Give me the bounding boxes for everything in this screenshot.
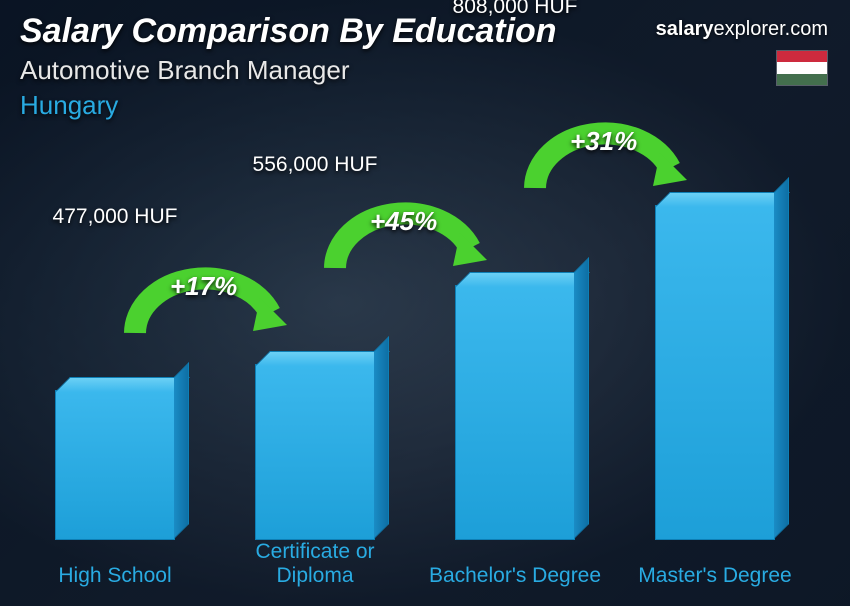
brand-rest: explorer.com: [714, 18, 829, 40]
increase-arrow: +45%: [315, 188, 475, 288]
value-label: 477,000 HUF: [15, 205, 215, 229]
bar: [455, 285, 575, 540]
arrow-icon: [115, 253, 295, 363]
category-label: Master's Degree: [620, 564, 810, 588]
flag-stripe-bot: [777, 74, 827, 85]
brand-bold: salary: [656, 18, 714, 40]
chart-country: Hungary: [20, 90, 830, 121]
value-label: 808,000 HUF: [415, 0, 615, 19]
category-label: High School: [20, 564, 210, 588]
pct-label: +31%: [570, 126, 637, 157]
flag-stripe-mid: [777, 62, 827, 73]
bar: [655, 205, 775, 540]
pct-label: +17%: [170, 271, 237, 302]
flag-stripe-top: [777, 51, 827, 62]
brand-logo: salaryexplorer.com: [656, 18, 828, 41]
bar: [55, 390, 175, 540]
category-label: Bachelor's Degree: [420, 564, 610, 588]
chart-area: 477,000 HUF High School 556,000 HUF Cert…: [30, 148, 800, 588]
arrow-icon: [515, 108, 695, 218]
category-label: Certificate or Diploma: [220, 540, 410, 588]
arrow-icon: [315, 188, 495, 298]
value-label: 556,000 HUF: [215, 153, 415, 177]
chart-subtitle: Automotive Branch Manager: [20, 55, 830, 86]
bar-group: 477,000 HUF: [40, 390, 190, 540]
hungary-flag-icon: [776, 50, 828, 86]
bar-group: 808,000 HUF: [440, 285, 590, 540]
pct-label: +45%: [370, 206, 437, 237]
bar-group: 556,000 HUF: [240, 364, 390, 540]
increase-arrow: +31%: [515, 108, 675, 208]
increase-arrow: +17%: [115, 253, 275, 353]
bar: [255, 364, 375, 540]
bar-group: 1,060,000 HUF: [640, 205, 790, 540]
